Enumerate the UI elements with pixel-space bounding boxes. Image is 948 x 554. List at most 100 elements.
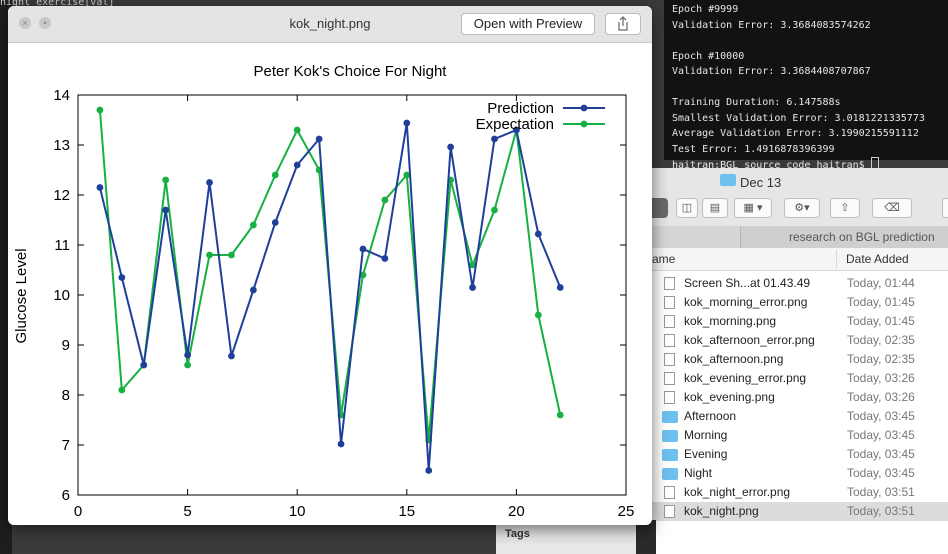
name-column-header[interactable]: ame [652,252,676,266]
path-segment[interactable]: research on BGL prediction [740,226,948,248]
chart-title: Peter Kok's Choice For Night [254,63,448,80]
image-file-icon [664,277,675,290]
file-row[interactable]: Night Today, 03:45 [652,464,948,483]
preview-window: × • kok_night.png Open with Preview Pete… [8,6,652,525]
terminal-window[interactable]: Epoch #9999 Validation Error: 3.36840835… [664,0,948,171]
file-row[interactable]: kok_night_error.png Today, 03:51 [652,483,948,502]
column-view-button[interactable]: ◫ [676,198,698,218]
file-row[interactable]: kok_evening_error.png Today, 03:26 [652,369,948,388]
data-point-prediction [271,219,279,226]
y-tick-label: 10 [53,287,70,304]
search-button[interactable] [942,198,948,218]
file-row[interactable]: kok_afternoon_error.png Today, 02:35 [652,331,948,350]
terminal-output: Epoch #9999 Validation Error: 3.36840835… [672,4,925,155]
file-date-added: Today, 03:26 [847,371,915,385]
data-point-prediction [403,119,411,127]
desktop-gap [636,520,656,554]
legend-swatch-marker [580,120,588,128]
data-point-prediction [96,184,104,191]
file-date-added: Today, 01:44 [847,276,915,290]
file-row[interactable]: Morning Today, 03:45 [652,426,948,445]
x-tick-label: 10 [289,503,306,520]
column-divider[interactable] [836,250,837,268]
tags-button[interactable]: ⌫ [872,198,912,218]
data-point-prediction [381,255,389,262]
file-name: kok_afternoon_error.png [684,333,815,347]
file-date-added: Today, 03:45 [847,466,915,480]
data-point-prediction [556,284,564,291]
data-point-expectation [359,271,367,279]
file-name: kok_afternoon.png [684,352,784,366]
finder-window: Dec 13 ◫ ▤ ▦ ▾ ⚙▾ ⇧ ⌫ research on BGL pr… [648,168,948,554]
data-point-prediction [359,245,367,253]
image-file-icon [664,486,675,499]
y-tick-label: 6 [62,487,70,504]
image-file-icon [664,391,675,404]
file-row[interactable]: kok_afternoon.png Today, 02:35 [652,350,948,369]
data-point-prediction [315,135,323,143]
data-point-prediction [184,351,192,359]
data-point-prediction [425,467,433,474]
preview-share-button[interactable] [605,13,641,35]
data-point-prediction [447,143,455,151]
gallery-view-button[interactable]: ▤ [702,198,728,218]
share-button[interactable]: ⇧ [830,198,860,218]
data-point-expectation [556,411,564,419]
file-row[interactable]: Screen Sh...at 01.43.49 Today, 01:44 [652,274,948,293]
file-list: Screen Sh...at 01.43.49 Today, 01:44 kok_m… [652,274,948,521]
x-tick-label: 15 [398,503,415,520]
file-row[interactable]: kok_morning_error.png Today, 01:45 [652,293,948,312]
file-name: kok_morning.png [684,314,777,328]
data-point-expectation [118,386,126,394]
y-tick-label: 8 [62,387,70,404]
open-with-preview-button[interactable]: Open with Preview [461,13,595,35]
legend-swatch-marker [580,104,588,112]
file-date-added: Today, 01:45 [847,295,915,309]
preview-titlebar: × • kok_night.png Open with Preview [8,6,652,43]
file-name: Afternoon [684,409,737,423]
path-bar: research on BGL prediction [652,226,948,248]
finder-toolbar: ◫ ▤ ▦ ▾ ⚙▾ ⇧ ⌫ [648,196,948,227]
file-row[interactable]: kok_night.png Today, 03:51 [652,502,948,521]
close-button[interactable]: × [19,17,31,29]
file-date-added: Today, 01:45 [847,314,915,328]
y-axis-label: Glucose Level [13,248,30,343]
legend-label: Expectation [476,116,554,133]
folder-icon [720,174,736,186]
x-tick-label: 0 [74,503,82,520]
y-tick-label: 14 [53,87,70,104]
data-point-expectation [381,196,389,204]
file-row[interactable]: kok_morning.png Today, 01:45 [652,312,948,331]
folder-icon [662,449,678,461]
minimize-button[interactable]: • [39,17,51,29]
data-point-expectation [293,126,301,134]
file-row[interactable]: kok_evening.png Today, 03:26 [652,388,948,407]
finder-title: Dec 13 [740,175,782,190]
data-point-prediction [534,230,542,238]
data-point-prediction [162,206,170,214]
data-point-expectation [184,361,192,369]
file-name: kok_night_error.png [684,485,791,499]
file-name: kok_evening_error.png [684,371,807,385]
x-tick-label: 20 [508,503,525,520]
plot-frame [77,94,627,496]
terminal-fragment: night_exercise[val] [0,0,115,8]
share-icon [618,16,628,31]
y-tick-label: 11 [54,237,70,254]
finder-sidebar-bottom [496,520,656,554]
preview-title: kok_night.png [289,16,371,31]
file-name: Screen Sh...at 01.43.49 [684,276,811,290]
group-by-button[interactable]: ▦ ▾ [734,198,772,218]
data-point-expectation [206,251,213,259]
file-row[interactable]: Afternoon Today, 03:45 [652,407,948,426]
data-point-prediction [293,161,301,169]
data-point-prediction [491,135,498,143]
file-row[interactable]: Evening Today, 03:45 [652,445,948,464]
action-gear-button[interactable]: ⚙▾ [784,198,820,218]
file-date-added: Today, 03:51 [847,504,915,518]
file-name: Night [684,466,713,480]
date-added-column-header[interactable]: Date Added [846,252,909,266]
tags-label: Tags [505,528,530,540]
file-name: kok_night.png [684,504,759,518]
data-point-expectation [228,251,235,259]
